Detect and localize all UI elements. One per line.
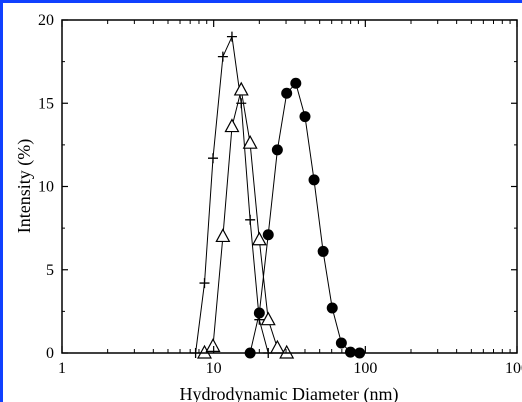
plus-marker [208,153,219,164]
circle-marker [335,337,347,349]
triangle-marker [260,311,276,326]
x-tick-label: 10 [206,360,222,377]
circle-marker [290,77,302,89]
plot-marks [190,31,366,359]
series-filled-circle [244,77,366,359]
circle-marker [253,307,265,319]
circle-marker [326,302,338,314]
triangle-marker [279,344,295,359]
circle-marker [299,111,311,123]
circle-marker [308,174,320,186]
series-plus [190,31,274,358]
y-axis-label: Intensity (%) [14,139,35,233]
series-line-open-triangle [204,89,287,354]
x-tick-label: 1 [58,360,66,377]
plot-axes: 0 5 10 15 20 1 10 100 100 [38,12,522,377]
triangle-marker [224,118,240,133]
triangle-marker [233,81,249,96]
plus-marker [226,31,237,42]
triangle-marker [215,228,231,243]
triangle-marker [196,344,213,359]
y-tick-label: 10 [38,179,54,196]
frame-border-left [0,0,3,402]
circle-marker [317,245,329,257]
y-tick-label: 20 [38,12,54,29]
circle-marker [262,229,274,241]
triangle-marker [242,134,258,149]
series-line-filled-circle [249,82,360,354]
x-tick-label: 100 [505,360,522,377]
series-open-triangle [196,81,295,359]
plus-marker [199,278,210,289]
y-tick-label: 0 [46,345,54,362]
plus-marker [245,214,256,225]
x-tick-label: 100 [353,360,377,377]
plus-marker [217,51,228,62]
x-axis-label: Hydrodynamic Diameter (nm) [180,384,399,402]
triangle-marker [269,339,285,354]
circle-marker [271,144,283,156]
y-tick-label: 5 [46,262,54,279]
triangle-marker [251,231,267,246]
frame-border-top [0,0,522,3]
y-tick-label: 15 [38,95,54,112]
circle-marker [281,87,293,99]
triangle-marker [205,338,221,352]
plot-area-border [61,19,518,354]
series-line-plus [195,34,269,354]
